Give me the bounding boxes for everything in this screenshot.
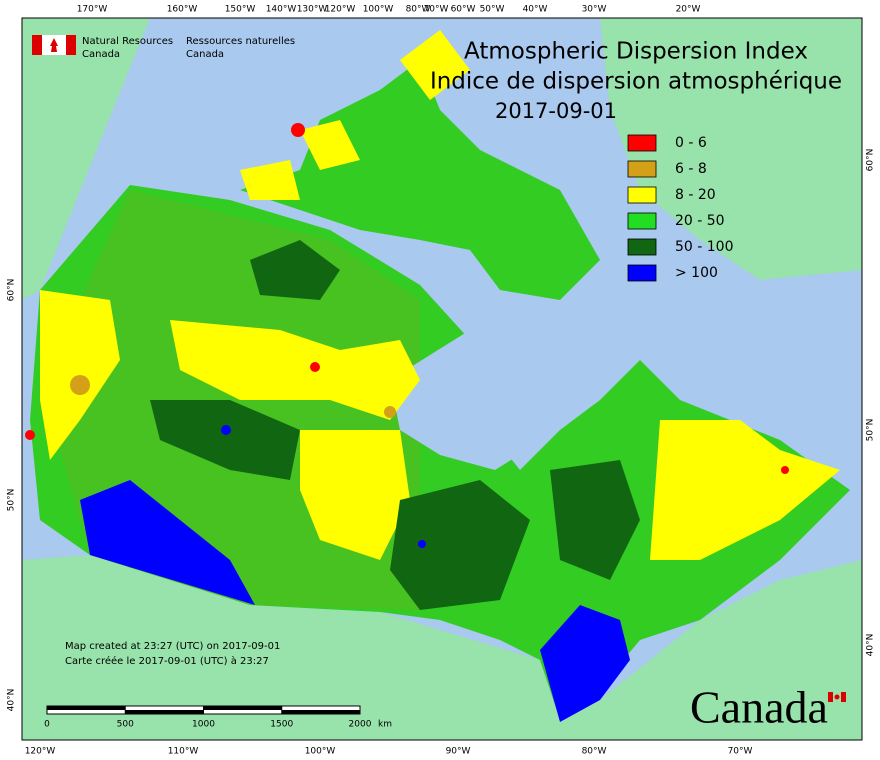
banks-yellow [240,160,300,200]
wordmark-flag [828,692,846,702]
legend-swatch [627,238,657,256]
longitude-label: 70°W [424,5,449,15]
agency-fr: Ressources naturelles [186,36,295,47]
latitude-label: 50°N [7,489,17,512]
flag-bar [32,35,42,55]
legend-label: 8 - 20 [675,187,716,203]
longitude-label: 80°W [582,747,607,757]
greenland [600,18,862,280]
scale-unit: km [378,720,392,730]
quebec-yellow [650,420,840,560]
longitude-label: 50°W [480,5,505,15]
frame [21,17,863,741]
arctic-dark [250,240,340,300]
longitude-label: 120°W [325,5,356,15]
red-spot [291,123,305,137]
ontario-blue [540,605,630,722]
agency-en: Canada [82,49,120,60]
red-spot [25,430,35,440]
latitude-label: 50°N [866,419,876,442]
longitude-label: 140°W [266,5,297,15]
legend-label: > 100 [675,265,718,281]
north-yellow [170,320,420,420]
scale-label: 2000 [349,720,372,730]
latitude-label: 60°N [866,149,876,172]
hudson-bay [390,330,535,470]
longitude-label: 170°W [77,5,108,15]
longitude-label: 130°W [297,5,328,15]
scale-label: 1000 [192,720,215,730]
longitude-label: 120°W [25,747,56,757]
flag-leaf [50,38,58,52]
agency-en: Natural Resources [82,36,173,47]
blue-spot [221,425,231,435]
legend-label: 6 - 8 [675,161,707,177]
longitude-label: 110°W [168,747,199,757]
scale-segment [281,710,360,714]
longitude-label: 70°W [728,747,753,757]
scale-label: 0 [44,720,50,730]
longitude-label: 100°W [305,747,336,757]
footnote: Map created at 23:27 (UTC) on 2017-09-01 [65,641,280,652]
longitude-label: 150°W [225,5,256,15]
longitude-label: 80°W [406,5,431,15]
legend-swatch [627,186,657,204]
quebec-dark [550,460,640,580]
orange-spot [70,375,90,395]
legend-swatch [627,160,657,178]
longitude-label: 160°W [167,5,198,15]
latitude-label: 40°N [866,634,876,657]
nwt-dark [150,400,300,480]
flag-leaf [834,694,840,700]
legend-label: 20 - 50 [675,213,725,229]
arctic-islands [240,60,600,300]
longitude-label: 20°W [676,5,701,15]
red-spot [781,466,789,474]
latitude-label: 40°N [7,689,17,712]
longitude-label: 40°W [523,5,548,15]
title: Atmospheric Dispersion Index [464,39,808,65]
longitude-label: 30°W [582,5,607,15]
scale-label: 1500 [270,720,293,730]
scale-segment [203,706,282,710]
legend-swatch [627,212,657,230]
longitude-label: 90°W [446,747,471,757]
legend-label: 0 - 6 [675,135,707,151]
united-states [22,555,862,740]
agency-fr: Canada [186,49,224,60]
bc-blue [80,480,255,605]
scale-segment [125,710,204,714]
scale-segment [47,706,126,710]
agency: Natural Resources Canada Ressources natu… [32,35,295,60]
flag-bar [828,692,833,702]
latitude-label: 60°N [7,279,17,302]
island-yellow [300,120,360,170]
ontario-dark [390,480,530,610]
alaska [22,18,150,300]
legend-label: 50 - 100 [675,239,734,255]
legend-swatch [627,134,657,152]
blue-spot [418,540,426,548]
title-fr: Indice de dispersion atmosphérique [430,69,842,95]
legend-swatch [627,264,657,282]
orange-spot [384,406,396,418]
flag-bar [841,692,846,702]
longitude-label: 60°W [451,5,476,15]
flag-bar [66,35,76,55]
wordmark: Canada [690,682,828,733]
longitude-label: 100°W [363,5,394,15]
scale-label: 500 [117,720,134,730]
prairie-yellow [300,430,410,560]
ellesmere-yellow [400,30,470,100]
footnote: Carte créée le 2017-09-01 (UTC) à 23:27 [65,655,269,667]
date: 2017-09-01 [495,99,617,123]
red-spot [310,362,320,372]
